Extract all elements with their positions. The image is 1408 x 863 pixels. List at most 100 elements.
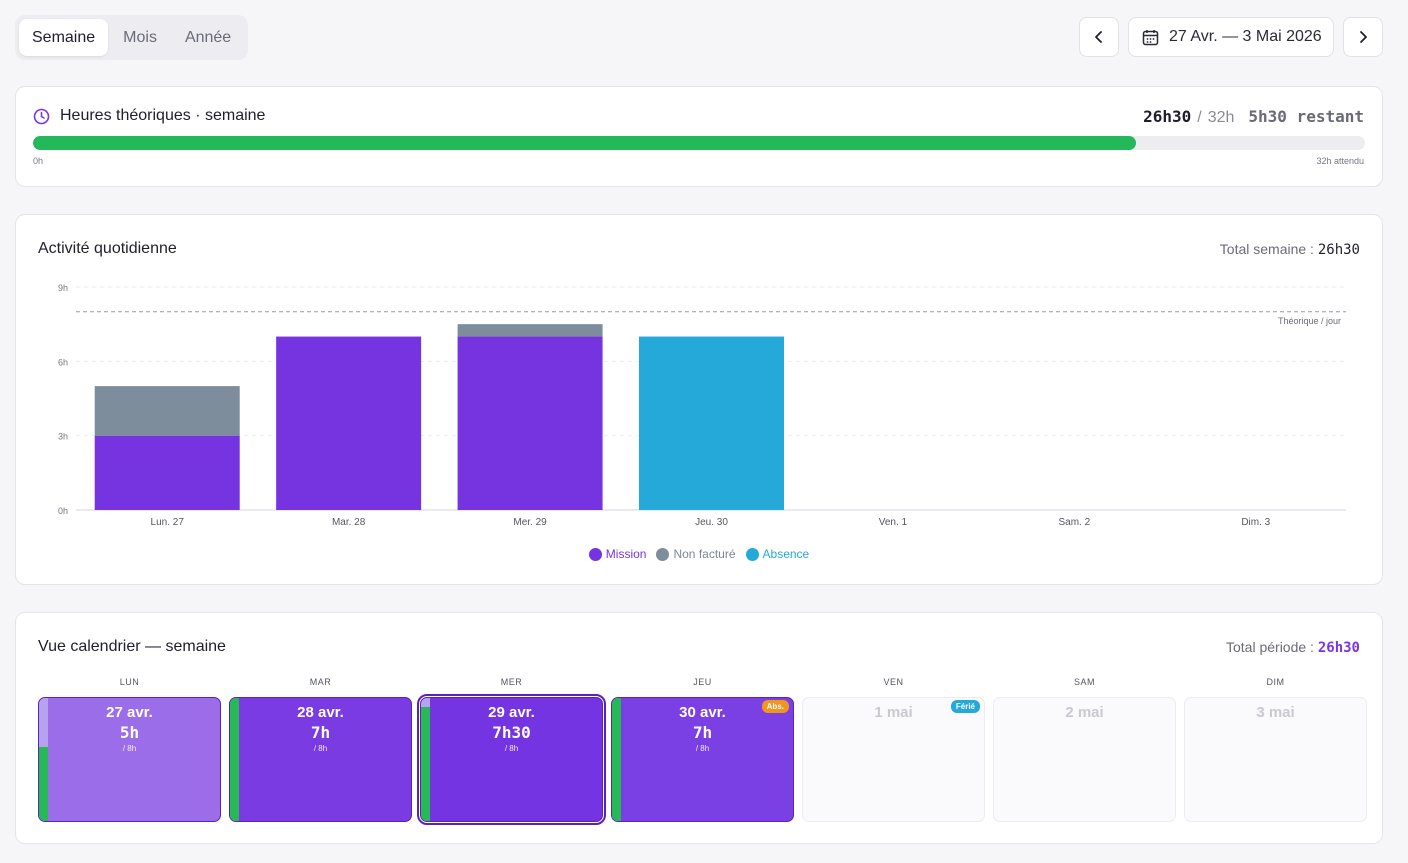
legend-label: Mission — [605, 547, 647, 561]
y-tick-label: 9h — [58, 283, 68, 293]
day-header: LUN — [119, 677, 140, 687]
x-tick-label: Sam. 2 — [1059, 517, 1091, 528]
day-cell[interactable]: 1 mai Férié — [802, 697, 985, 822]
day-cell[interactable]: 29 avr. 7h30 / 8h — [417, 694, 606, 825]
mission-strip-fill — [230, 698, 239, 821]
mission-strip-fill — [612, 698, 621, 821]
legend-item: Mission — [588, 547, 647, 561]
day-target: / 8h — [122, 744, 137, 753]
period-total-value: 26h30 — [1317, 640, 1360, 656]
bar-non-facturé — [94, 386, 240, 436]
day-cell[interactable]: 30 avr. 7h / 8h Abs. — [611, 697, 794, 822]
tab-mois[interactable]: Mois — [123, 28, 157, 46]
day-header: JEU — [693, 677, 712, 687]
calendar-days: LUN 27 avr. 5h / 8h MAR 28 avr. 7h / 8h MER 29 av… — [38, 677, 1367, 825]
bar-absence — [639, 336, 784, 510]
chevron-left-icon — [1095, 31, 1102, 43]
progress-min-label: 0h — [33, 156, 44, 166]
day-target: / 8h — [504, 744, 519, 753]
date-range-label: 27 Avr. — 3 Mai 2026 — [1169, 28, 1322, 45]
legend-swatch — [745, 547, 759, 561]
bar-non-facturé — [457, 324, 603, 337]
weekly-total-value: 26h30 — [1317, 242, 1360, 258]
period-total: Total période : 26h30 — [1226, 639, 1360, 656]
bar-mission — [276, 336, 422, 510]
day-cell[interactable]: 28 avr. 7h / 8h — [229, 697, 412, 822]
day-hours: 7h30 — [492, 723, 531, 742]
mission-strip — [421, 698, 430, 821]
x-tick-label: Mar. 28 — [332, 517, 366, 528]
legend-swatch — [588, 547, 602, 561]
day-badge: Férié — [950, 700, 980, 713]
weekly-hours-header: Heures théoriques · semaine — [33, 107, 265, 125]
x-tick-label: Jeu. 30 — [695, 517, 728, 528]
date-range-button[interactable]: 27 Avr. — 3 Mai 2026 — [1128, 17, 1334, 57]
legend-swatch — [656, 547, 670, 561]
day-date: 3 mai — [1256, 704, 1295, 721]
bar-mission — [94, 435, 240, 510]
day-column: DIM 3 mai — [1184, 677, 1367, 822]
day-hours: 7h — [310, 723, 331, 742]
day-hours: 5h — [119, 723, 140, 742]
bar-mission — [457, 336, 603, 510]
day-header: DIM — [1266, 677, 1285, 687]
hours-target: 32h — [1207, 109, 1235, 126]
mission-strip-fill — [39, 747, 48, 821]
day-column: LUN 27 avr. 5h / 8h — [38, 677, 221, 822]
day-hours: 7h — [692, 723, 713, 742]
y-tick-label: 6h — [58, 357, 68, 367]
day-column: SAM 2 mai — [993, 677, 1176, 822]
day-header: VEN — [883, 677, 904, 687]
day-column: MER 29 avr. 7h30 / 8h — [417, 677, 606, 825]
x-tick-label: Dim. 3 — [1241, 517, 1270, 528]
mission-strip — [230, 698, 239, 821]
x-tick-label: Mer. 29 — [513, 517, 547, 528]
mission-strip — [39, 698, 48, 821]
weekly-hours-card: Heures théoriques · semaine 26h30 / 32h … — [15, 86, 1383, 187]
period-total-label: Total période : — [1226, 639, 1314, 655]
hours-remaining: 5h30 restant — [1248, 107, 1364, 126]
tab-annee[interactable]: Année — [184, 28, 232, 46]
day-target: / 8h — [313, 744, 328, 753]
day-date: 27 avr. — [106, 704, 153, 721]
legend-item: Non facturé — [656, 547, 736, 561]
day-header: MAR — [309, 677, 332, 687]
daily-activity-title: Activité quotidienne — [38, 240, 177, 257]
hours-separator: / — [1197, 109, 1202, 126]
x-tick-label: Ven. 1 — [879, 517, 908, 528]
chevron-right-icon — [1360, 31, 1367, 43]
previous-period-button[interactable] — [1079, 17, 1119, 57]
weekly-hours-title: Heures théoriques · semaine — [60, 107, 266, 124]
daily-activity-card: Activité quotidienne Total semaine : 26h… — [15, 214, 1383, 585]
mission-strip — [612, 698, 621, 821]
day-date: 2 mai — [1065, 704, 1104, 721]
day-header: SAM — [1073, 677, 1095, 687]
day-target: / 8h — [695, 744, 710, 753]
weekly-hours-stats: 26h30 / 32h 5h30 restant — [1143, 107, 1364, 127]
day-column: VEN 1 mai Férié — [802, 677, 985, 822]
calendar-title: Vue calendrier — semaine — [38, 638, 226, 655]
mission-strip-fill — [421, 706, 430, 821]
period-switcher: Semaine Mois Année — [15, 15, 248, 60]
day-cell[interactable]: 27 avr. 5h / 8h — [38, 697, 221, 822]
x-tick-label: Lun. 27 — [151, 517, 185, 528]
calendar-icon — [1142, 29, 1159, 45]
tab-semaine[interactable]: Semaine — [19, 19, 109, 56]
day-cell[interactable]: 2 mai — [993, 697, 1176, 822]
weekly-total: Total semaine : 26h30 — [1220, 241, 1360, 258]
clock-icon — [33, 108, 50, 124]
legend-item: Absence — [745, 547, 810, 561]
y-tick-label: 3h — [58, 432, 68, 442]
legend-label: Absence — [762, 547, 810, 561]
reference-line-label: Théorique / jour — [1278, 316, 1341, 326]
day-cell[interactable]: 3 mai — [1184, 697, 1367, 822]
weekly-progress-bar — [33, 136, 1365, 150]
next-period-button[interactable] — [1343, 17, 1383, 57]
hours-done: 26h30 — [1143, 107, 1192, 126]
y-tick-label: 0h — [58, 506, 68, 516]
day-column: JEU 30 avr. 7h / 8h Abs. — [611, 677, 794, 822]
daily-activity-chart: 0h 3h 6h 9h Théorique / jour Lun. 27 Mar. 28 Me… — [58, 283, 1346, 528]
day-badge: Abs. — [761, 700, 789, 713]
day-column: MAR 28 avr. 7h / 8h — [229, 677, 412, 822]
day-header: MER — [500, 677, 523, 687]
